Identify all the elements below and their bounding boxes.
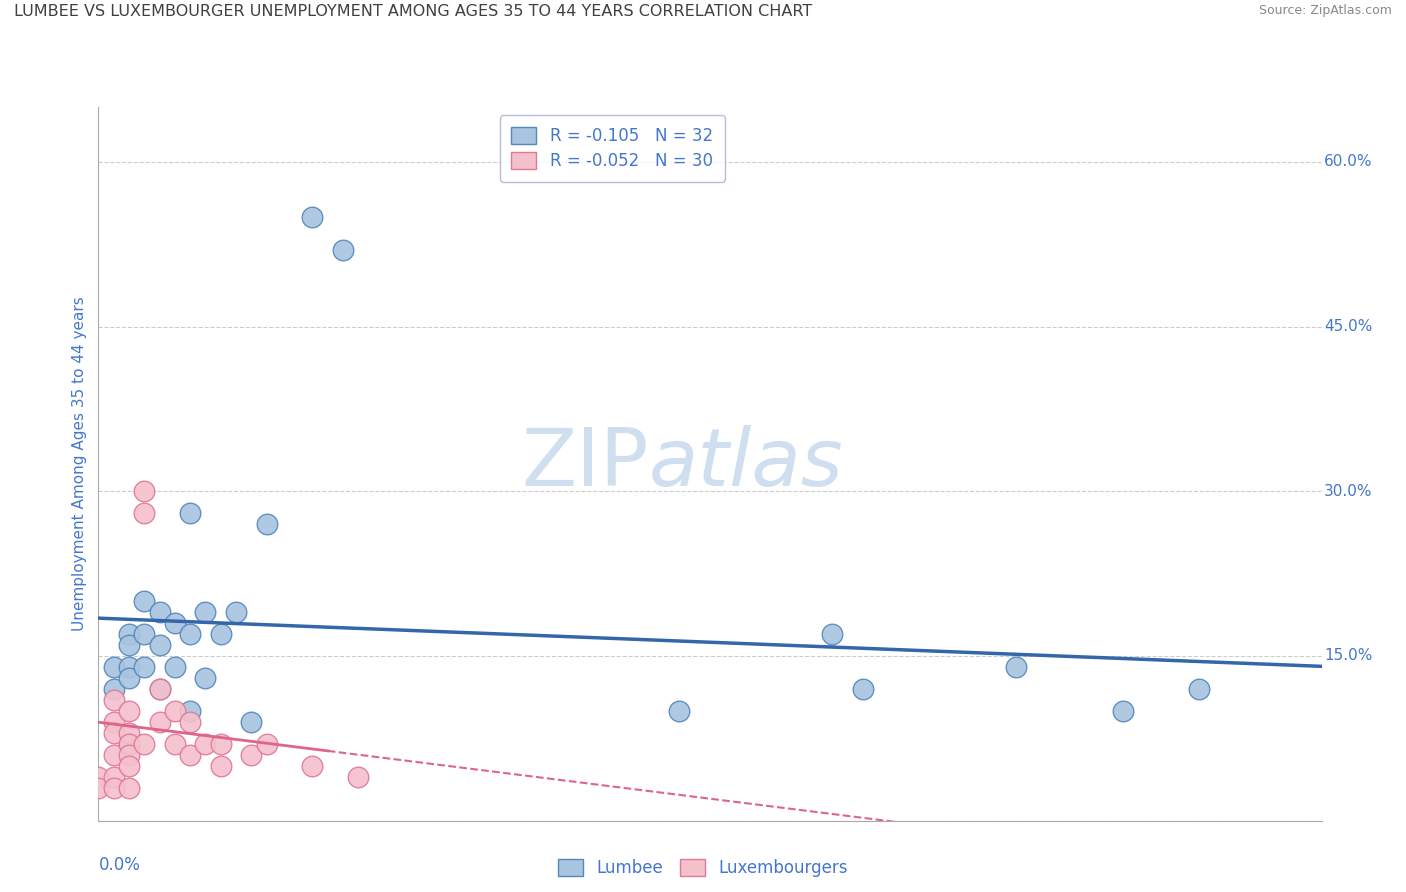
- Point: [240, 714, 263, 729]
- Point: [87, 780, 110, 795]
- Point: [347, 770, 370, 784]
- Point: [668, 704, 690, 718]
- Text: 30.0%: 30.0%: [1324, 483, 1372, 499]
- Point: [194, 671, 217, 685]
- Point: [103, 726, 125, 740]
- Point: [179, 704, 201, 718]
- Point: [103, 660, 125, 674]
- Point: [103, 747, 125, 762]
- Text: atlas: atlas: [648, 425, 844, 503]
- Y-axis label: Unemployment Among Ages 35 to 44 years: Unemployment Among Ages 35 to 44 years: [72, 296, 87, 632]
- Point: [163, 660, 186, 674]
- Point: [118, 671, 141, 685]
- Point: [163, 737, 186, 751]
- Point: [821, 627, 844, 641]
- Point: [194, 737, 217, 751]
- Point: [118, 627, 141, 641]
- Point: [103, 714, 125, 729]
- Point: [118, 660, 141, 674]
- Point: [134, 484, 156, 499]
- Point: [332, 243, 354, 257]
- Point: [134, 660, 156, 674]
- Point: [301, 210, 323, 224]
- Point: [194, 605, 217, 619]
- Point: [179, 714, 201, 729]
- Point: [134, 594, 156, 608]
- Point: [1004, 660, 1026, 674]
- Point: [179, 627, 201, 641]
- Text: Source: ZipAtlas.com: Source: ZipAtlas.com: [1258, 4, 1392, 18]
- Point: [87, 770, 110, 784]
- Point: [149, 638, 172, 652]
- Point: [134, 627, 156, 641]
- Point: [118, 758, 141, 772]
- Point: [118, 737, 141, 751]
- Point: [301, 758, 323, 772]
- Point: [149, 605, 172, 619]
- Point: [103, 780, 125, 795]
- Point: [1188, 681, 1211, 696]
- Point: [134, 506, 156, 520]
- Point: [118, 737, 141, 751]
- Point: [852, 681, 875, 696]
- Point: [134, 737, 156, 751]
- Point: [118, 726, 141, 740]
- Text: 0.0%: 0.0%: [98, 856, 141, 874]
- Point: [179, 747, 201, 762]
- Point: [149, 681, 172, 696]
- Legend: R = -0.105   N = 32, R = -0.052   N = 30: R = -0.105 N = 32, R = -0.052 N = 30: [499, 115, 724, 182]
- Point: [209, 758, 232, 772]
- Point: [103, 770, 125, 784]
- Point: [118, 638, 141, 652]
- Point: [103, 693, 125, 707]
- Point: [149, 714, 172, 729]
- Point: [163, 704, 186, 718]
- Point: [118, 780, 141, 795]
- Point: [103, 681, 125, 696]
- Point: [118, 704, 141, 718]
- Point: [163, 615, 186, 630]
- Point: [209, 627, 232, 641]
- Point: [118, 747, 141, 762]
- Text: 60.0%: 60.0%: [1324, 154, 1372, 169]
- Point: [149, 681, 172, 696]
- Point: [209, 737, 232, 751]
- Point: [1112, 704, 1135, 718]
- Point: [256, 517, 278, 532]
- Legend: Lumbee, Luxembourgers: Lumbee, Luxembourgers: [551, 852, 855, 884]
- Point: [179, 506, 201, 520]
- Text: 15.0%: 15.0%: [1324, 648, 1372, 664]
- Point: [256, 737, 278, 751]
- Point: [240, 747, 263, 762]
- Text: LUMBEE VS LUXEMBOURGER UNEMPLOYMENT AMONG AGES 35 TO 44 YEARS CORRELATION CHART: LUMBEE VS LUXEMBOURGER UNEMPLOYMENT AMON…: [14, 4, 813, 20]
- Text: ZIP: ZIP: [522, 425, 648, 503]
- Point: [225, 605, 247, 619]
- Text: 45.0%: 45.0%: [1324, 319, 1372, 334]
